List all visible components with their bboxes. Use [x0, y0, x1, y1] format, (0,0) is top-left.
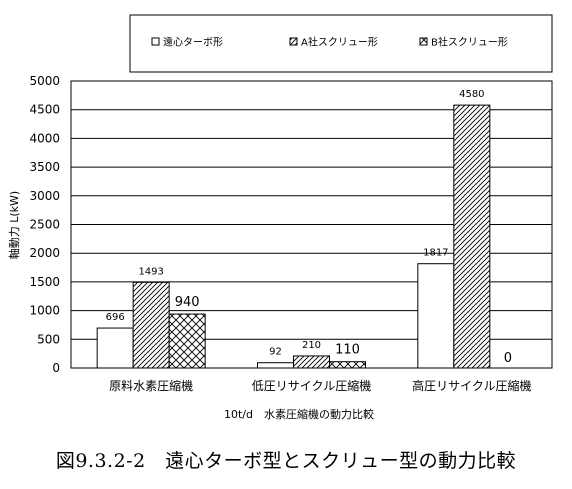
x-axis-categories: 原料水素圧縮機 低圧リサイクル圧縮機 高圧リサイクル圧縮機 [109, 378, 531, 393]
bar-value-label: 940 [175, 295, 200, 310]
y-axis-ticks: 0 500 1000 1500 2000 2500 3000 3500 4000 4500 5000 [29, 74, 60, 375]
legend: 遠心ターボ形 A社スクリュー形 B社スクリュー形 [151, 36, 508, 49]
legend-swatch [151, 37, 160, 46]
bar [257, 362, 294, 369]
legend-label: 遠心ターボ形 [163, 36, 223, 49]
bar [96, 327, 134, 369]
legend-label: A社スクリュー形 [301, 36, 378, 49]
y-tick-label: 3500 [29, 160, 60, 174]
y-tick-label: 3000 [29, 189, 60, 203]
legend-swatch [419, 37, 428, 46]
x-tick-label: 低圧リサイクル圧縮機 [252, 378, 371, 393]
figure-caption: 図9.3.2-2 遠心ターボ型とスクリュー型の動力比較 [55, 450, 517, 472]
bars [96, 104, 491, 369]
y-tick-label: 500 [37, 332, 60, 346]
bar [132, 281, 170, 369]
y-tick-label: 2000 [29, 246, 60, 260]
y-tick-label: 1500 [29, 275, 60, 289]
y-tick-label: 4500 [29, 103, 60, 117]
x-tick-label: 高圧リサイクル圧縮機 [412, 378, 531, 393]
y-tick-label: 1000 [29, 304, 60, 318]
bar [417, 263, 455, 369]
bar-value-label: 1493 [138, 266, 163, 277]
bar-value-label: 1817 [423, 248, 448, 259]
y-tick-label: 5000 [29, 74, 60, 88]
bar [168, 313, 206, 369]
y-tick-label: 2500 [29, 218, 60, 232]
y-axis-title: 軸動力 L(kW) [7, 191, 21, 259]
y-tick-label: 0 [52, 361, 60, 375]
x-axis-title: 10t/d 水素圧縮機の動力比較 [224, 407, 374, 421]
bar [293, 355, 330, 369]
bar-value-label: 0 [504, 351, 512, 366]
legend-box [129, 14, 553, 73]
bar-value-labels: 696 1493 940 92 210 110 1817 4580 0 [106, 89, 512, 366]
legend-swatch [289, 37, 298, 46]
bar-value-label: 696 [106, 312, 125, 323]
bar [453, 104, 491, 369]
bar-value-label: 110 [335, 343, 360, 358]
bar-value-label: 4580 [459, 89, 484, 100]
bar-value-label: 210 [302, 340, 321, 351]
y-tick-label: 4000 [29, 131, 60, 145]
bar-value-label: 92 [269, 347, 282, 358]
bar [329, 361, 366, 369]
legend-label: B社スクリュー形 [431, 36, 508, 49]
x-tick-label: 原料水素圧縮機 [109, 378, 193, 393]
